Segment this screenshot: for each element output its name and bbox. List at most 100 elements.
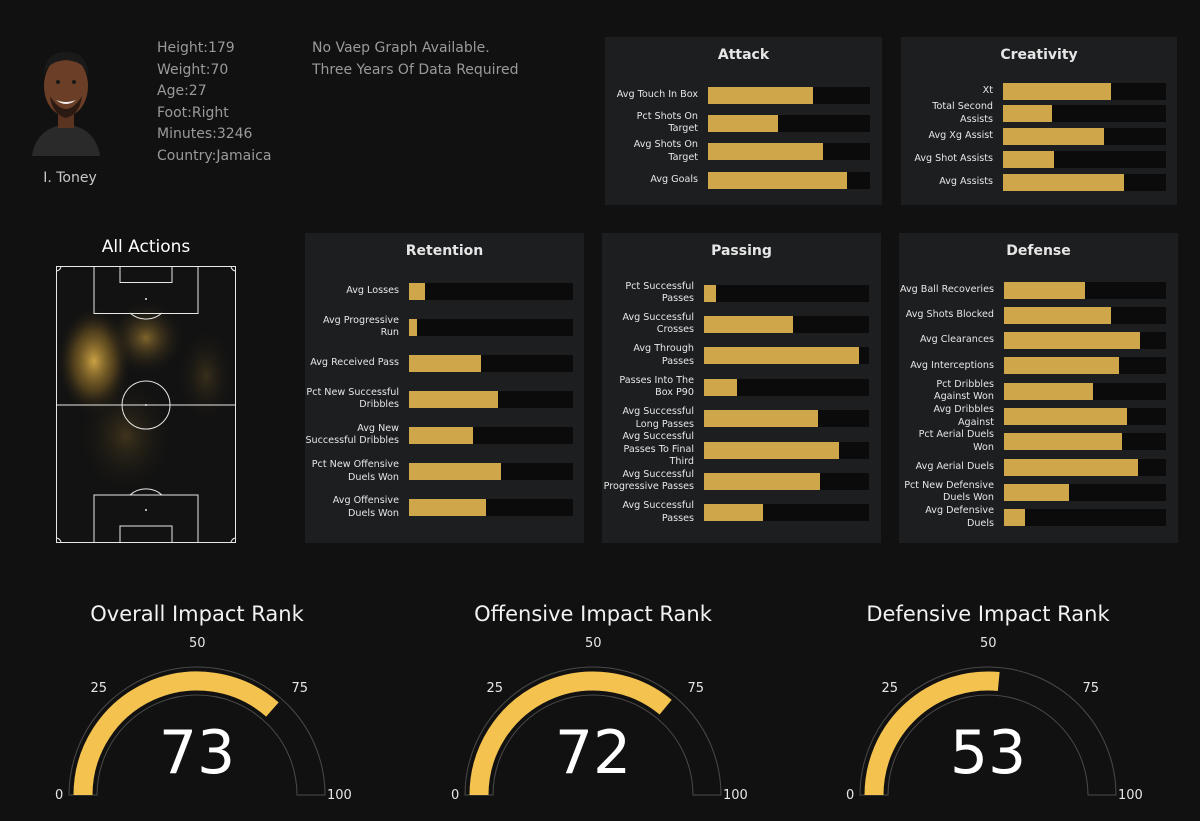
- metric-label: Avg Shots Blocked: [905, 309, 994, 321]
- metric-bar-track: [704, 315, 869, 333]
- gauge-dial: [464, 666, 722, 796]
- gauge-dial: [859, 666, 1117, 796]
- metric-label: Pct Aerial Duels Won: [918, 429, 994, 453]
- metric-label: Avg Assists: [939, 175, 993, 187]
- defense-metric-row: Avg Ball Recoveries: [899, 281, 1178, 299]
- retention-metric-row: Pct New Successful Dribbles: [305, 387, 584, 410]
- defense-metric-row: Pct Dribbles Against Won: [899, 379, 1178, 402]
- metric-label: Pct New Offensive Duels Won: [311, 459, 399, 483]
- metric-bar-track: [704, 378, 869, 396]
- metric-bar-fill: [1004, 509, 1026, 527]
- info-minutes: Minutes:3246: [157, 126, 253, 143]
- metric-bar-fill: [704, 410, 818, 428]
- gauge-title: Overall Impact Rank: [90, 602, 304, 626]
- passing-metric-row: Pct Successful Passes: [602, 281, 881, 304]
- metric-label: Avg Shots On Target: [633, 139, 698, 163]
- gauge-value-arc: [469, 671, 672, 796]
- metric-label: Avg Ball Recoveries: [899, 283, 994, 295]
- passing-metric-row: Avg Successful Long Passes: [602, 406, 881, 430]
- metric-label: Avg Aerial Duels: [915, 460, 994, 472]
- defense-metric-row: Avg Clearances: [899, 332, 1178, 350]
- metric-label: Avg Offensive Duels Won: [332, 495, 399, 519]
- metric-bar-track: [708, 171, 870, 189]
- defense-metric-row: Avg Dribbles Against: [899, 404, 1178, 428]
- metric-bar-track: [1004, 382, 1166, 400]
- metric-bar-track: [1004, 332, 1166, 350]
- defense-metric-row: Pct Aerial Duels Won: [899, 429, 1178, 453]
- metric-label: Pct Shots On Target: [636, 110, 698, 135]
- gauge-tick-label: 0: [55, 788, 64, 803]
- metric-bar-track: [1004, 483, 1166, 501]
- vaep-line-2: Three Years Of Data Required: [312, 61, 519, 78]
- metric-label: Avg Interceptions: [910, 359, 994, 371]
- metric-label: Avg New Successful Dribbles: [305, 422, 399, 447]
- gauge-tick-label: 50: [189, 636, 206, 651]
- passing-metric-row: Avg Through Passes: [602, 343, 881, 367]
- info-weight: Weight:70: [157, 61, 229, 78]
- defense-panel: Defense Avg Ball Recoveries Avg Shots Blo…: [899, 233, 1178, 543]
- metric-bar-fill: [1003, 105, 1052, 123]
- defense-metric-row: Avg Defensive Duels: [899, 505, 1178, 529]
- gauge-value: 53: [949, 718, 1027, 788]
- gauge-dial: [68, 666, 326, 796]
- gauge-tick-label: 25: [486, 681, 504, 697]
- creativity-metric-row: Avg Xg Assist: [901, 128, 1177, 146]
- retention-metric-row: Avg Losses: [305, 282, 584, 300]
- metric-bar-track: [1003, 128, 1166, 146]
- metric-bar-track: [704, 410, 869, 428]
- gauge-arc: [859, 666, 1117, 796]
- defense-title: Defense: [1006, 243, 1071, 259]
- metric-bar-fill: [704, 378, 737, 396]
- passing-metric-row: Avg Successful Progressive Passes: [602, 469, 881, 492]
- defense-metric-row: Avg Aerial Duels: [899, 458, 1178, 476]
- gauge-value-arc: [864, 671, 1000, 796]
- metric-bar-track: [704, 441, 869, 459]
- metric-label: Avg Touch In Box: [616, 88, 698, 100]
- metric-bar-fill: [409, 282, 426, 300]
- metric-label: Avg Defensive Duels: [925, 505, 994, 529]
- metric-label: Avg Successful Passes To Final Third: [622, 431, 694, 468]
- metric-bar-track: [1004, 357, 1166, 375]
- metric-bar-fill: [1004, 306, 1111, 324]
- defense-metric-row: Avg Shots Blocked: [899, 306, 1178, 324]
- metric-bar-track: [1004, 433, 1166, 451]
- defense-metric-row: Pct New Defensive Duels Won: [899, 480, 1178, 503]
- metric-bar-track: [409, 426, 573, 444]
- metric-bar-fill: [1004, 458, 1139, 476]
- info-country: Country:Jamaica: [157, 147, 272, 164]
- metric-bar-track: [708, 114, 870, 132]
- player-photo: [28, 36, 104, 156]
- metric-bar-fill: [409, 354, 482, 372]
- metric-bar-fill: [1004, 408, 1128, 425]
- metric-bar-fill: [409, 499, 487, 517]
- metric-bar-fill: [1003, 82, 1111, 100]
- info-height: Height:179: [157, 40, 235, 56]
- metric-bar-fill: [409, 426, 473, 444]
- metric-label: Pct New Successful Dribbles: [306, 386, 399, 411]
- retention-metric-row: Avg Progressive Run: [305, 315, 584, 338]
- metric-bar-track: [708, 143, 870, 161]
- retention-metric-row: Avg Offensive Duels Won: [305, 495, 584, 519]
- gauge-tick-label: 50: [585, 636, 602, 651]
- metric-bar-track: [409, 499, 573, 517]
- retention-panel: Retention Avg Losses Avg Progressive Run A…: [305, 233, 584, 543]
- info-foot: Foot:Right: [157, 104, 229, 121]
- metric-label: Passes Into The Box P90: [619, 374, 694, 399]
- action-heatmap: [55, 265, 237, 544]
- overall-impact-gauge: Overall Impact Rank 73 0 25 50 75 100: [32, 600, 362, 815]
- metric-bar-track: [708, 86, 870, 104]
- metric-label: Pct Successful Passes: [625, 280, 694, 305]
- metric-label: Avg Successful Long Passes: [622, 406, 694, 430]
- metric-bar-track: [1004, 509, 1166, 527]
- metric-bar-track: [1003, 150, 1166, 168]
- metric-label: Avg Dribbles Against: [933, 404, 994, 428]
- metric-bar-track: [409, 354, 573, 372]
- player-name: I. Toney: [43, 170, 97, 186]
- metric-bar-track: [409, 282, 573, 300]
- metric-bar-fill: [704, 472, 820, 490]
- gauge-title: Offensive Impact Rank: [474, 602, 712, 626]
- offensive-impact-gauge: Offensive Impact Rank 72 0 25 50 75 100: [428, 600, 758, 815]
- gauge-arc: [68, 666, 326, 796]
- metric-bar-fill: [708, 143, 824, 161]
- attack-metric-row: Avg Shots On Target: [605, 139, 882, 163]
